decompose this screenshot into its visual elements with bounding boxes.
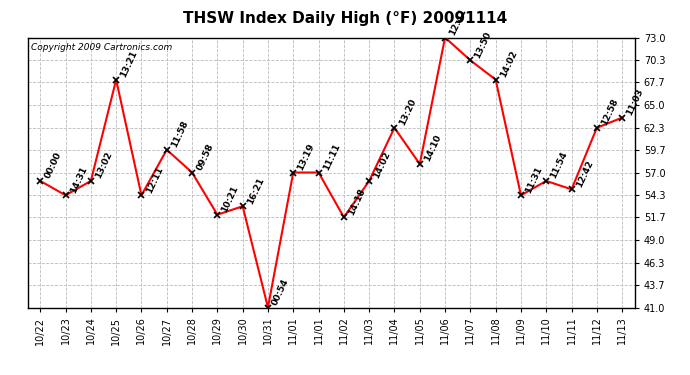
Text: 12:42: 12:42 — [574, 159, 595, 189]
Text: 11:54: 11:54 — [549, 150, 569, 180]
Text: 14:02: 14:02 — [498, 49, 519, 79]
Text: 14:31: 14:31 — [68, 165, 88, 195]
Text: 12:58: 12:58 — [600, 97, 620, 127]
Text: 13:02: 13:02 — [94, 150, 114, 180]
Text: 13:20: 13:20 — [397, 98, 417, 127]
Text: 12:11: 12:11 — [144, 165, 164, 195]
Text: 14:02: 14:02 — [372, 150, 392, 180]
Text: 11:58: 11:58 — [170, 119, 190, 149]
Text: 13:19: 13:19 — [296, 142, 316, 172]
Text: 11:11: 11:11 — [322, 142, 342, 172]
Text: 14:18: 14:18 — [346, 187, 367, 216]
Text: 11:03: 11:03 — [625, 87, 645, 117]
Text: 16:21: 16:21 — [246, 176, 266, 206]
Text: 09:58: 09:58 — [195, 142, 215, 172]
Text: THSW Index Daily High (°F) 20091114: THSW Index Daily High (°F) 20091114 — [183, 11, 507, 26]
Text: 12:41: 12:41 — [448, 7, 468, 37]
Text: 00:54: 00:54 — [270, 277, 291, 307]
Text: 13:21: 13:21 — [119, 49, 139, 79]
Text: 14:10: 14:10 — [422, 134, 443, 163]
Text: 10:21: 10:21 — [220, 184, 240, 214]
Text: 00:00: 00:00 — [43, 151, 63, 180]
Text: Copyright 2009 Cartronics.com: Copyright 2009 Cartronics.com — [30, 43, 172, 52]
Text: 13:50: 13:50 — [473, 30, 493, 60]
Text: 11:31: 11:31 — [524, 165, 544, 195]
